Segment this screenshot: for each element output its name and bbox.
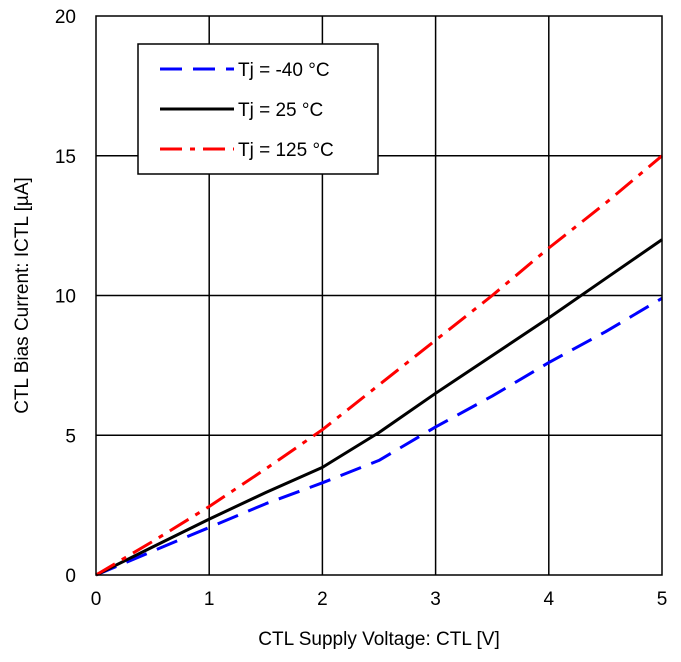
series-line-1 (95, 297, 663, 577)
series-layer (95, 154, 663, 577)
legend-label-1: Tj = -40 °C (238, 60, 330, 81)
series-line-2 (95, 238, 663, 577)
y-tick-label: 10 (55, 287, 76, 308)
x-tick-label: 4 (544, 589, 555, 610)
legend-label-3: Tj = 125 °C (238, 140, 334, 161)
x-tick-label: 2 (317, 589, 328, 610)
legend-label-2: Tj = 25 °C (238, 100, 323, 121)
x-tick-label: 3 (430, 589, 441, 610)
x-tick-label: 1 (204, 589, 215, 610)
x-tick-label: 0 (91, 589, 102, 610)
tick-labels: 0 1 2 3 4 5 0 5 10 15 20 (55, 7, 667, 610)
y-axis-title: CTL Bias Current: ICTL [µA] (12, 177, 33, 414)
y-tick-label: 15 (55, 147, 76, 168)
y-tick-label: 20 (55, 7, 76, 28)
x-tick-label: 5 (657, 589, 668, 610)
plot-frame (95, 15, 663, 576)
legend: Tj = -40 °C Tj = 25 °C Tj = 125 °C (137, 43, 379, 175)
x-axis-title: CTL Supply Voltage: CTL [V] (258, 629, 500, 650)
y-tick-label: 0 (65, 566, 76, 587)
y-tick-label: 5 (65, 426, 76, 447)
